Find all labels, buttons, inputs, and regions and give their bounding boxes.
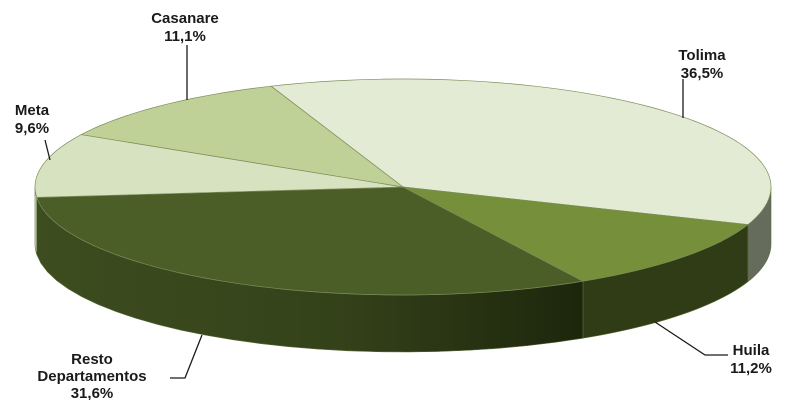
leader-line-huila	[654, 321, 728, 356]
leader-line-meta	[44, 139, 51, 161]
label-resto-value: 31,6%	[71, 385, 114, 400]
label-tolima-value: 36,5%	[681, 65, 724, 82]
slice-resto-departamentos	[36, 186, 584, 296]
pie-slices	[34, 78, 772, 296]
label-casanare-value: 11,1%	[164, 28, 206, 45]
label-tolima-name: Tolima	[678, 47, 726, 64]
label-casanare-name: Casanare	[151, 10, 219, 27]
label-meta-name: Meta	[15, 102, 50, 119]
slice-meta	[34, 134, 404, 198]
label-resto-line1: Resto	[71, 351, 113, 368]
label-resto-line2: Departamentos	[37, 368, 146, 385]
leader-line-resto	[170, 334, 203, 379]
slice-tolima	[270, 78, 772, 225]
slice-casanare	[80, 85, 404, 188]
label-meta-value: 9,6%	[15, 120, 49, 137]
label-huila-name: Huila	[733, 342, 770, 359]
slice-huila	[402, 186, 749, 282]
label-huila-value: 11,2%	[730, 360, 772, 377]
